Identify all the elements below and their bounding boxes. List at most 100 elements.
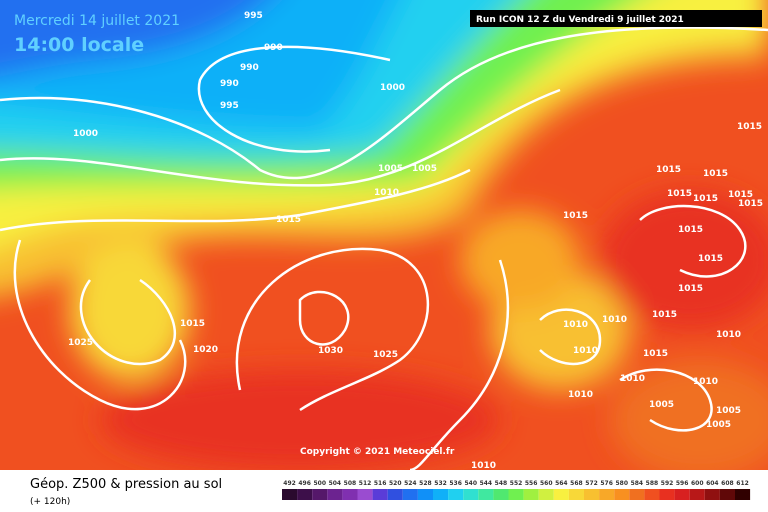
scale-label: 560 [540, 480, 553, 487]
isobar-label: 1000 [380, 83, 405, 93]
scale-label: 528 [419, 480, 432, 487]
scale-swatch [644, 489, 660, 500]
isobar-label: 1015 [667, 189, 692, 199]
footer-lead: (+ 120h) [30, 497, 70, 507]
isobar-label: 1015 [738, 199, 763, 209]
scale-swatch [553, 489, 569, 500]
isobar-label: 1010 [563, 320, 588, 330]
date: Mercredi 14 juillet 2021 [14, 13, 180, 29]
scale-swatch [312, 489, 328, 500]
scale-swatch [659, 489, 675, 500]
isobar-label: 1010 [693, 377, 718, 387]
scale-label: 524 [404, 480, 417, 487]
field [0, 0, 768, 480]
scale-label: 500 [313, 480, 326, 487]
isobar-label: 1015 [737, 122, 762, 132]
scale-swatch [523, 489, 539, 500]
isobar-label: 1015 [652, 310, 677, 320]
isobar-label: 1025 [373, 350, 398, 360]
scale-label: 496 [298, 480, 311, 487]
scale-label: 604 [706, 480, 719, 487]
isobar-label: 1010 [620, 374, 645, 384]
isobar-label: 1005 [716, 406, 741, 416]
scale-label: 612 [736, 480, 749, 487]
scale-label: 540 [464, 480, 477, 487]
scale-swatch [372, 489, 388, 500]
copyright: Copyright © 2021 Meteociel.fr [300, 447, 455, 457]
scale-label: 532 [434, 480, 447, 487]
scale-swatch [327, 489, 343, 500]
scale-swatch [402, 489, 418, 500]
scale-label: 512 [359, 480, 372, 487]
isobar-label: 1010 [573, 346, 598, 356]
scale-swatch [508, 489, 524, 500]
isobar-label: 1005 [378, 164, 403, 174]
isobars [0, 26, 768, 472]
isobar-label: 1015 [693, 194, 718, 204]
scale-swatch [674, 489, 690, 500]
scale-swatch [387, 489, 403, 500]
isobar-label: 1010 [602, 315, 627, 325]
scale-label: 608 [721, 480, 734, 487]
scale-swatch [584, 489, 600, 500]
scale-swatch [433, 489, 449, 500]
isobar-label: 1015 [643, 349, 668, 359]
scale-swatch [629, 489, 645, 500]
scale-label: 544 [480, 480, 493, 487]
scale-label: 516 [374, 480, 387, 487]
run-box [470, 10, 762, 27]
scale-swatch [599, 489, 615, 500]
scale-swatch [282, 489, 298, 500]
isobar-label: 990 [240, 63, 259, 73]
isobar-label: 1030 [318, 346, 343, 356]
scale-swatch [463, 489, 479, 500]
scale-swatch [448, 489, 464, 500]
scale-swatch [568, 489, 584, 500]
run: Run ICON 12 Z du Vendredi 9 juillet 2021 [476, 15, 684, 25]
scale-label: 564 [555, 480, 568, 487]
isobar-label: 1025 [68, 338, 93, 348]
scale-swatch [704, 489, 720, 500]
isobar-label: 1015 [656, 165, 681, 175]
isobar-label: 1015 [180, 319, 205, 329]
isobar-label: 990 [264, 43, 283, 53]
scale-swatch [538, 489, 554, 500]
time: 14:00 locale [14, 34, 144, 56]
footer-title: Géop. Z500 & pression au sol [30, 477, 222, 492]
isobar-label: 1020 [193, 345, 218, 355]
isobar-label: 1005 [706, 420, 731, 430]
scale-label: 592 [661, 480, 674, 487]
scale-label: 584 [631, 480, 644, 487]
scale-label: 504 [329, 480, 342, 487]
scale-swatch [357, 489, 373, 500]
scale-swatch [719, 489, 735, 500]
isobar-label: 1015 [728, 190, 753, 200]
scale-label: 588 [646, 480, 659, 487]
isobar-label: 995 [244, 11, 263, 21]
scale-swatch [735, 489, 751, 500]
scale-label: 536 [449, 480, 462, 487]
scale-label: 600 [691, 480, 704, 487]
isobar-label: 1015 [563, 211, 588, 221]
scale-swatch [493, 489, 509, 500]
scale-label: 492 [283, 480, 296, 487]
isobar-label: 1015 [678, 225, 703, 235]
scale-label: 572 [585, 480, 598, 487]
isobar-label: 1010 [568, 390, 593, 400]
isobar-label: 1010 [471, 461, 496, 471]
isobar-label: 1005 [412, 164, 437, 174]
scale-label: 556 [525, 480, 538, 487]
isobar-label: 1015 [703, 169, 728, 179]
scale-swatch [342, 489, 358, 500]
isobar-label: 1010 [374, 188, 399, 198]
scale-label: 520 [389, 480, 402, 487]
scale-swatch [417, 489, 433, 500]
isobar-label: 1015 [698, 254, 723, 264]
scale-swatch [297, 489, 313, 500]
scale-swatch [689, 489, 705, 500]
isobar-label: 990 [220, 79, 239, 89]
scale-label: 508 [344, 480, 357, 487]
